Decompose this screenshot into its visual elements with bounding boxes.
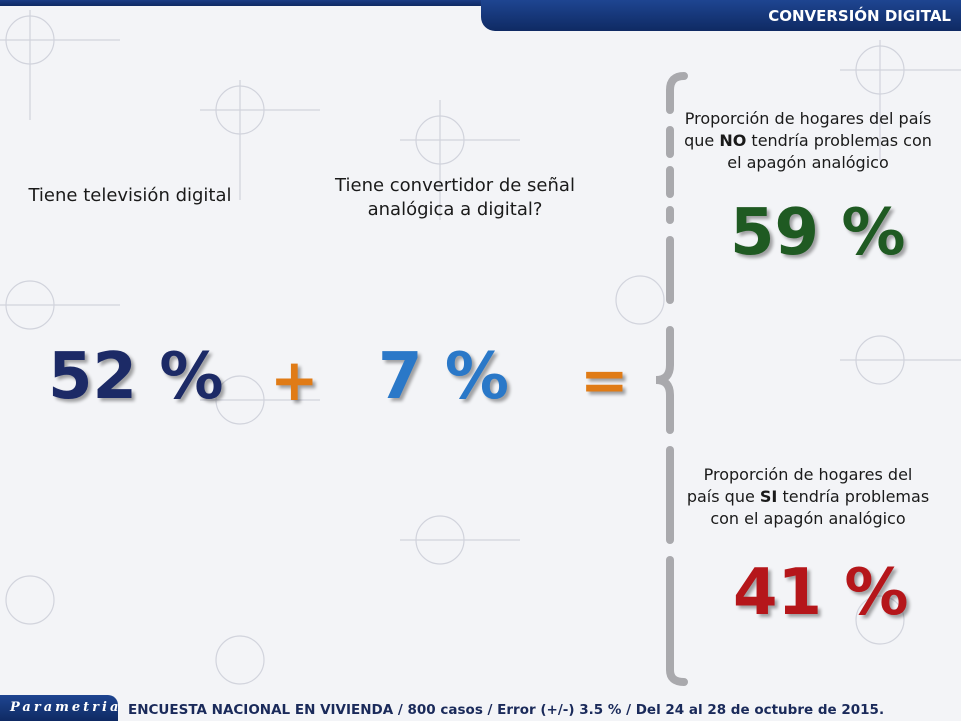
converter-label-line2: analógica a digital?	[367, 199, 543, 220]
title-tab: CONVERSIÓN DIGITAL	[481, 0, 961, 31]
digital-tv-label: Tiene televisión digital	[28, 185, 232, 206]
yes-problems-line1: Proporción de hogares del	[703, 465, 913, 484]
page-title: CONVERSIÓN DIGITAL	[768, 7, 951, 25]
equals-sign: =	[580, 346, 629, 414]
survey-note: ENCUESTA NACIONAL EN VIVIENDA / 800 caso…	[128, 702, 885, 718]
no-problems-label: Proporción de hogares del país que NO te…	[678, 108, 938, 174]
no-problems-value: 59 %	[730, 196, 906, 270]
no-problems-line2: que NO tendría problemas con	[678, 130, 938, 152]
yes-problems-line2-pre: país que	[686, 487, 760, 506]
no-problems-line2-post: tendría problemas con	[746, 131, 932, 150]
yes-problems-line3: con el apagón analógico	[710, 509, 906, 528]
no-problems-line3: el apagón analógico	[727, 153, 889, 172]
si-emphasis: SI	[759, 487, 778, 506]
no-problems-line1: Proporción de hogares del país	[684, 109, 932, 128]
yes-problems-value: 41 %	[733, 556, 909, 630]
top-bar	[0, 0, 961, 6]
converter-value: 7 %	[378, 340, 509, 414]
plus-sign: +	[270, 346, 319, 414]
footer: Parametria ENCUESTA NACIONAL EN VIVIENDA…	[0, 695, 961, 721]
no-emphasis: NO	[719, 131, 747, 150]
digital-tv-value: 52 %	[48, 340, 224, 414]
yes-problems-line2-post: tendría problemas	[777, 487, 930, 506]
logo-text: Parametria	[10, 700, 122, 715]
footer-logo: Parametria	[0, 695, 118, 721]
yes-problems-line2: país que SI tendría problemas	[678, 486, 938, 508]
converter-label-line1: Tiene convertidor de señal	[335, 175, 575, 196]
converter-label: Tiene convertidor de señal analógica a d…	[325, 174, 585, 222]
no-problems-line2-pre: que	[684, 131, 720, 150]
right-bracket	[655, 72, 688, 686]
yes-problems-label: Proporción de hogares del país que SI te…	[678, 464, 938, 530]
